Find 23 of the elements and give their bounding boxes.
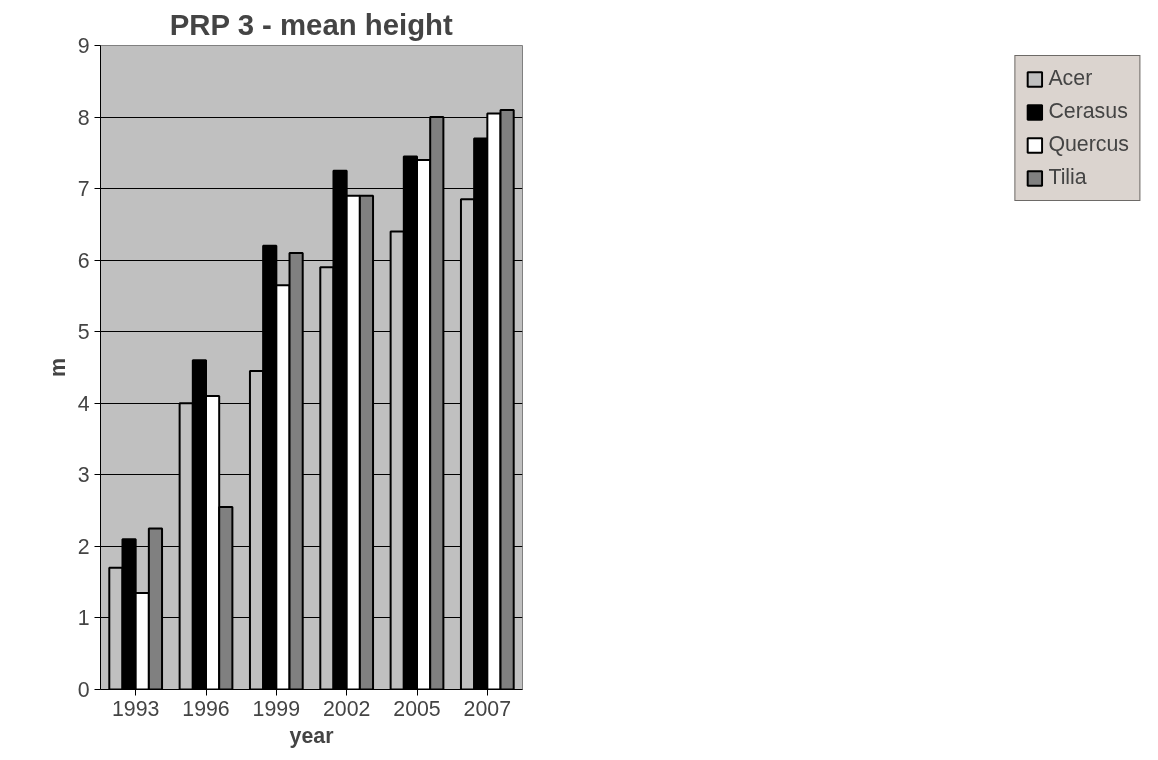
chart-title: PRP 3 - mean height [169, 7, 453, 41]
x-tick-label: 2005 [393, 696, 441, 721]
x-tick-label: 2002 [322, 696, 371, 721]
y-tick-label: 0 [77, 678, 90, 702]
x-tick-label: 1996 [182, 696, 230, 721]
x-axis-title: year [289, 723, 334, 748]
y-tick-label: 7 [77, 177, 90, 202]
y-tick-label: 6 [77, 248, 90, 273]
y-axis-title: m [45, 358, 70, 377]
y-tick-label: 5 [77, 320, 90, 345]
legend-label: Tilia [1048, 165, 1087, 190]
y-tick-label: 2 [77, 534, 90, 559]
legend-label: Quercus [1048, 132, 1129, 157]
legend-label: Acer [1048, 66, 1093, 91]
y-tick-label: 8 [77, 105, 90, 130]
y-tick-label: 1 [77, 606, 90, 631]
y-tick-label: 9 [77, 34, 90, 58]
y-tick-label: 3 [77, 463, 90, 488]
y-tick-label: 4 [77, 391, 90, 416]
legend-label: Cerasus [1048, 99, 1128, 124]
x-tick-label: 2007 [463, 696, 512, 721]
x-tick-label: 1993 [111, 696, 160, 721]
x-tick-label: 1999 [252, 696, 301, 721]
